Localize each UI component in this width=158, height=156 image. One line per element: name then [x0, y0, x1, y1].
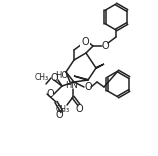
- Text: O: O: [46, 89, 54, 99]
- Text: O: O: [84, 82, 92, 92]
- Text: O: O: [75, 104, 83, 114]
- Text: HN: HN: [66, 81, 78, 90]
- Text: O: O: [50, 73, 58, 83]
- Text: O: O: [101, 41, 109, 51]
- Text: CH₃: CH₃: [35, 73, 49, 83]
- Text: CH₃: CH₃: [56, 105, 70, 114]
- Text: HO: HO: [55, 71, 68, 80]
- Polygon shape: [74, 76, 88, 80]
- Text: O: O: [55, 110, 63, 120]
- Polygon shape: [96, 64, 104, 68]
- Text: O: O: [81, 37, 89, 47]
